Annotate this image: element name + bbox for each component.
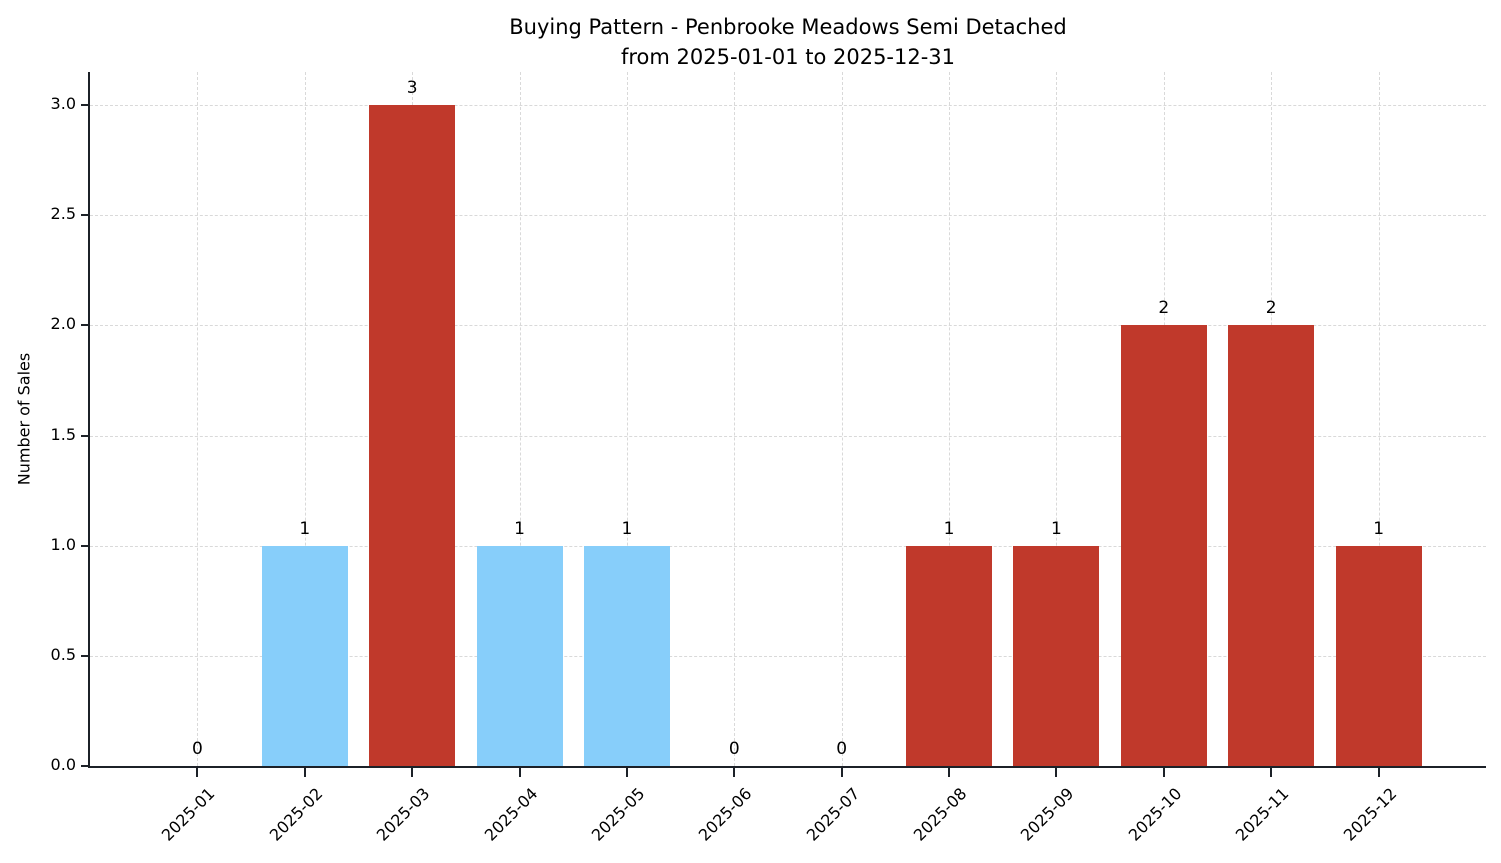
bar-2025-11 — [1228, 325, 1315, 766]
bar-2025-05 — [583, 546, 670, 766]
y-tick-label: 0.0 — [50, 755, 76, 774]
x-tick-mark — [1377, 768, 1380, 777]
y-gridline — [90, 435, 1486, 437]
x-gridline — [949, 72, 951, 766]
bar-2025-02 — [261, 546, 348, 766]
y-gridline — [90, 325, 1486, 327]
chart-title: Buying Pattern - Penbrooke Meadows Semi … — [509, 15, 1067, 39]
x-gridline — [1056, 72, 1058, 766]
bar-2025-09 — [1013, 546, 1100, 766]
x-gridline — [197, 72, 199, 766]
bar-value-label: 1 — [1373, 518, 1385, 539]
x-tick-mark — [733, 768, 736, 777]
x-tick-label: 2025-03 — [372, 784, 434, 845]
y-tick-label: 1.5 — [50, 424, 76, 444]
bar-value-label: 2 — [1265, 298, 1277, 319]
y-gridline — [90, 105, 1486, 107]
y-tick-mark — [81, 654, 89, 657]
y-tick-mark — [81, 434, 89, 437]
x-tick-mark — [303, 768, 306, 777]
x-tick-mark — [625, 768, 628, 777]
bar-value-label: 0 — [191, 739, 203, 759]
x-tick-label: 2025-09 — [1017, 784, 1078, 845]
x-gridline — [626, 72, 628, 766]
x-axis-spine — [88, 766, 1486, 768]
y-tick-mark — [81, 324, 89, 327]
x-tick-mark — [196, 768, 199, 777]
x-tick-label: 2025-08 — [909, 784, 971, 845]
x-gridline — [304, 72, 306, 766]
bar-2025-04 — [476, 546, 563, 766]
bar-value-label: 1 — [299, 518, 311, 539]
bar-value-label: 1 — [943, 518, 955, 539]
x-tick-mark — [840, 768, 843, 777]
y-tick-label: 2.5 — [50, 204, 76, 224]
x-tick-label: 2025-01 — [158, 784, 219, 845]
x-gridline — [841, 72, 843, 766]
y-axis-title: Number of Sales — [14, 352, 34, 486]
x-tick-label: 2025-04 — [480, 784, 541, 845]
x-gridline — [1378, 72, 1380, 766]
bar-value-label: 1 — [1051, 518, 1062, 539]
bar-2025-08 — [906, 546, 993, 766]
x-tick-label: 2025-12 — [1339, 784, 1401, 845]
x-tick-mark — [1270, 768, 1273, 777]
y-tick-mark — [81, 544, 89, 547]
bar-2025-03 — [369, 105, 456, 766]
bar-value-label: 0 — [728, 739, 740, 759]
x-tick-label: 2025-06 — [695, 784, 756, 845]
y-tick-mark — [81, 104, 89, 107]
bar-value-label: 2 — [1158, 298, 1170, 319]
x-tick-label: 2025-07 — [802, 784, 864, 845]
x-tick-mark — [1162, 768, 1165, 777]
y-tick-mark — [81, 214, 89, 217]
bar-value-label: 0 — [836, 739, 848, 759]
y-tick-label: 1.0 — [50, 534, 76, 554]
x-tick-label: 2025-02 — [265, 784, 327, 845]
y-gridline — [90, 545, 1486, 547]
y-tick-label: 0.5 — [50, 644, 76, 664]
bar-value-label: 1 — [514, 518, 525, 539]
x-tick-label: 2025-10 — [1124, 784, 1186, 845]
bar-value-label: 1 — [621, 518, 633, 539]
x-tick-mark — [411, 768, 414, 777]
y-tick-mark — [81, 765, 89, 767]
y-tick-label: 2.0 — [50, 314, 76, 334]
x-gridline — [519, 72, 521, 766]
y-axis-spine — [88, 72, 90, 768]
bar-value-label: 3 — [406, 78, 418, 99]
y-tick-label: 3.0 — [50, 94, 76, 114]
chart-title-block: Buying Pattern - Penbrooke Meadows Semi … — [90, 12, 1486, 73]
x-gridline — [734, 72, 736, 766]
x-tick-label: 2025-11 — [1231, 784, 1293, 845]
x-tick-mark — [1055, 768, 1058, 777]
x-tick-label: 2025-05 — [587, 784, 649, 845]
plot-area — [90, 72, 1486, 767]
x-tick-mark — [518, 768, 521, 777]
y-gridline — [90, 215, 1486, 217]
x-tick-mark — [948, 768, 951, 777]
chart-subtitle: from 2025-01-01 to 2025-12-31 — [620, 45, 956, 70]
bar-2025-12 — [1335, 546, 1422, 766]
bar-2025-10 — [1120, 325, 1207, 766]
y-gridline — [90, 655, 1486, 657]
